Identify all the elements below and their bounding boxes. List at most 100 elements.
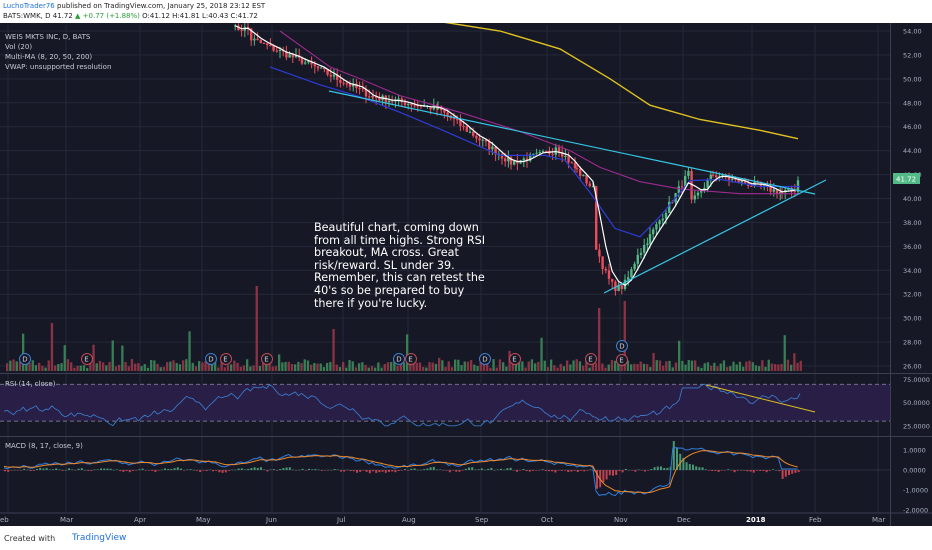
volume-bar: [300, 363, 303, 371]
macd-hist-bar: [349, 470, 352, 472]
volume-bar: [284, 361, 287, 371]
volume-bar: [140, 366, 143, 371]
candle-body: [636, 254, 639, 264]
macd-hist-bar: [381, 470, 384, 472]
ma50-line: [279, 30, 800, 195]
published-text: published on TradingView.com, January 25…: [56, 2, 266, 10]
volume-bar: [694, 360, 697, 371]
volume-bar: [780, 363, 783, 371]
macd-hist-bar: [784, 470, 787, 477]
candle-body: [481, 139, 484, 141]
volume-bar: [799, 360, 802, 371]
volume-bars: [6, 286, 802, 371]
macd-hist-bar: [256, 467, 259, 470]
volume-bar: [662, 365, 665, 371]
volume-bar: [636, 364, 639, 371]
volume-bar: [463, 361, 466, 371]
macd-hist-bar: [781, 470, 784, 479]
volume-bar: [374, 367, 377, 371]
volume-bar: [687, 359, 690, 371]
macd-hist-bar: [167, 468, 170, 470]
volume-bar: [738, 361, 742, 371]
footer-brand[interactable]: TradingView: [72, 533, 127, 543]
time-axis[interactable]: eb Mar Apr May Jun Jul Aug Sep Oct Nov Dec 2018 Feb M…: [0, 516, 885, 524]
volume-bar: [210, 359, 214, 371]
volume-bar: [130, 359, 134, 371]
macd-hist-bar: [653, 467, 656, 470]
macd-hist-bar: [96, 469, 99, 470]
macd-hist-bar: [410, 468, 413, 470]
volume-bar: [777, 364, 780, 371]
macd-hist-bar: [634, 470, 637, 472]
event-label: E: [619, 357, 623, 365]
macd-hist-bar: [711, 470, 714, 472]
macd-hist-bar: [471, 467, 474, 470]
macd-hist-bar: [317, 469, 320, 471]
candle-body: [407, 103, 410, 106]
macd-hist-bar: [356, 470, 358, 473]
volume-bar: [607, 364, 610, 371]
macd-hist-bar: [112, 469, 115, 471]
candle-body: [416, 105, 419, 107]
event-label: E: [264, 356, 268, 364]
macd-hist-bar: [580, 470, 582, 471]
macd-hist-bar: [487, 468, 490, 470]
macd-hist-bar: [717, 470, 720, 472]
volume-bar: [178, 364, 182, 371]
footer-created: Created with: [4, 534, 56, 543]
volume-bar: [290, 363, 294, 371]
candle-body: [339, 79, 342, 83]
macd-hist-bar: [794, 470, 797, 473]
volume-bar: [745, 361, 748, 371]
macd-hist-bar: [400, 470, 403, 471]
macd-hist-bar: [68, 468, 70, 470]
macd-hist-bar: [308, 468, 310, 470]
price-tick-label: 48.00: [903, 99, 922, 107]
last-price-tag: 41.72: [893, 173, 920, 184]
macd-hist-bar: [247, 468, 250, 470]
time-tick-label: Feb: [809, 516, 822, 524]
volume-bar: [623, 301, 626, 371]
candle-body: [285, 51, 288, 58]
candle-body: [266, 43, 269, 46]
macd-hist-bar: [525, 470, 528, 472]
macd-hist-bar: [202, 470, 205, 471]
macd-hist-bar: [103, 468, 106, 470]
time-tick-label: May: [196, 516, 210, 524]
candle-body: [310, 61, 313, 65]
volume-bar: [322, 367, 326, 371]
volume-bar: [34, 365, 38, 371]
macd-tick-label: 1.0000: [903, 447, 926, 455]
volume-bar: [38, 362, 41, 371]
macd-hist-bar: [720, 470, 723, 471]
candle-body: [646, 243, 649, 246]
candle-body: [253, 38, 256, 41]
volume-bar: [22, 333, 25, 371]
price-tick-label: 32.00: [903, 291, 922, 299]
signal-line: [3, 450, 798, 494]
macd-hist-bar: [506, 468, 509, 470]
macd-hist-bar: [586, 470, 589, 471]
event-label: D: [208, 356, 213, 364]
volume-bar: [319, 363, 322, 371]
candle-body: [617, 285, 620, 291]
macd-hist-bar: [77, 468, 80, 470]
macd-hist-bar: [416, 469, 419, 471]
author-link[interactable]: LuchoTrader76: [3, 2, 55, 10]
candle-body: [737, 178, 740, 183]
volume-bar: [57, 364, 60, 371]
candle-body: [332, 74, 336, 77]
time-tick-label: Oct: [541, 516, 553, 524]
volume-bar: [502, 362, 505, 371]
price-axis[interactable]: 26.00 28.00 30.00 32.00 34.00 36.00 38.00 40.00…: [903, 27, 930, 514]
volume-bar: [204, 361, 207, 371]
candle-body: [446, 112, 449, 116]
macd-hist-bar: [71, 469, 74, 470]
chart-svg[interactable]: D E D E E D E D E EDE 26.0028.0030.0032.0034.0036…: [0, 12, 932, 526]
volume-bar: [479, 361, 482, 371]
macd-hist-bar: [500, 468, 502, 470]
volume-bar: [553, 365, 556, 371]
candle-body: [462, 126, 465, 128]
candle-body: [538, 152, 541, 154]
